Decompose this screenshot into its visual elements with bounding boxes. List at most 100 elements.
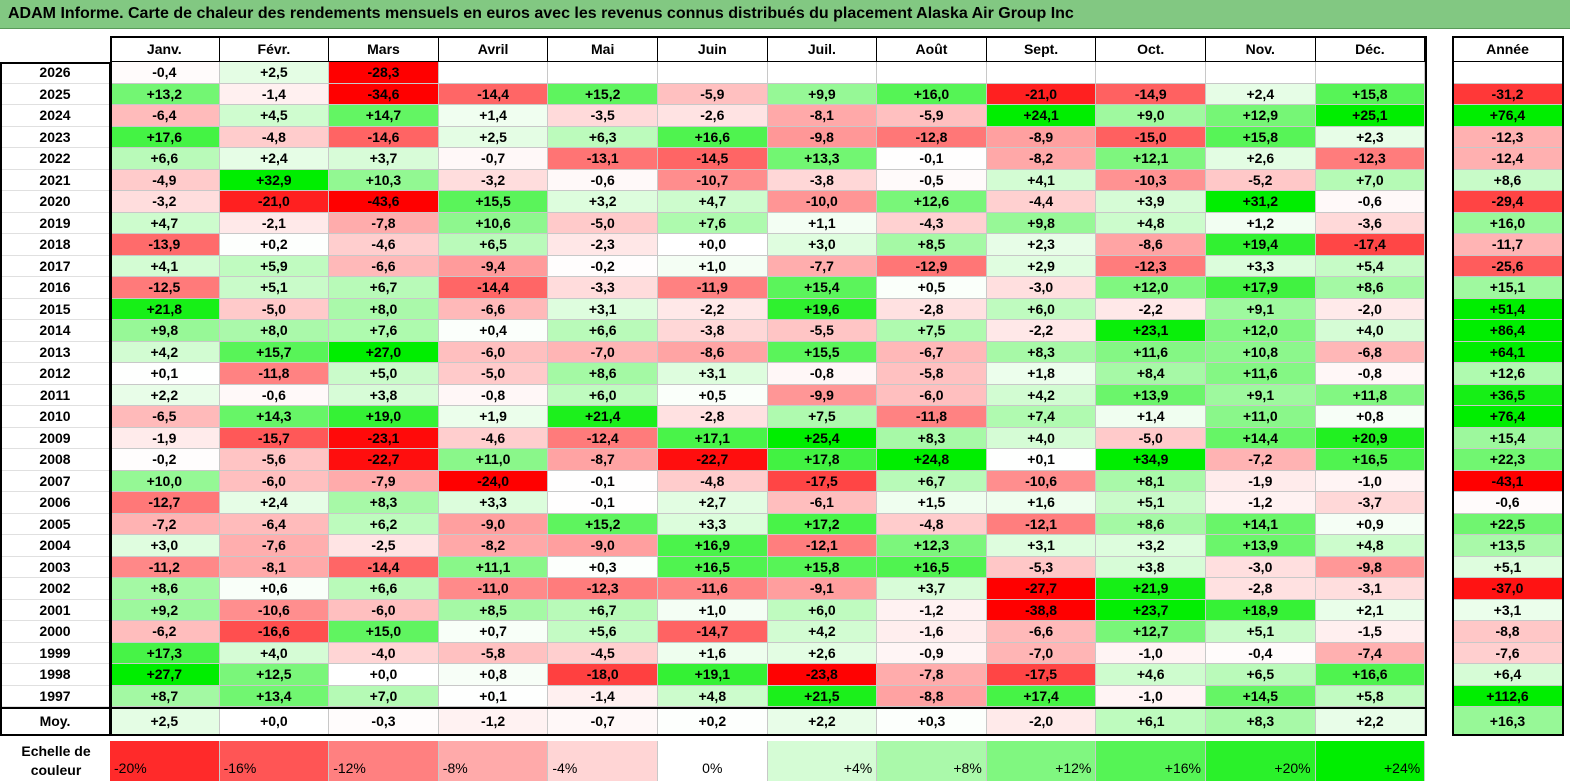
heatmap-cell: -9,8 bbox=[767, 126, 878, 148]
heatmap-cell: +0,6 bbox=[219, 578, 330, 600]
heatmap-cell: -1,0 bbox=[1096, 642, 1206, 664]
heatmap-cell: -6,6 bbox=[329, 255, 439, 277]
heatmap-cell: +14,5 bbox=[1206, 685, 1316, 707]
heatmap-cell: +0,4 bbox=[438, 320, 549, 342]
year-total-cell: -43,1 bbox=[1452, 470, 1564, 492]
heatmap-cell: +13,2 bbox=[110, 83, 220, 105]
heatmap-cell: +2,6 bbox=[1206, 148, 1316, 170]
heatmap-cell: +2,3 bbox=[1315, 126, 1426, 148]
heatmap-cell: +1,0 bbox=[658, 599, 768, 621]
year-total-cell bbox=[1452, 62, 1564, 84]
heatmap-cell: -12,4 bbox=[548, 427, 658, 449]
average-cell: +0,0 bbox=[219, 707, 330, 735]
month-header: Juin bbox=[658, 36, 768, 62]
heatmap-cell bbox=[1096, 62, 1206, 84]
color-scale-stop: -12% bbox=[329, 741, 439, 781]
heatmap-cell: +8,3 bbox=[877, 427, 987, 449]
heatmap-cell: +11,0 bbox=[438, 449, 549, 471]
row-year-label: 2022 bbox=[0, 148, 110, 170]
heatmap-cell: +11,6 bbox=[1206, 363, 1316, 385]
heatmap-cell: -5,9 bbox=[877, 105, 987, 127]
heatmap-cell: -5,0 bbox=[548, 212, 658, 234]
heatmap-cell: +10,0 bbox=[110, 470, 220, 492]
heatmap-cell: -9,0 bbox=[548, 535, 658, 557]
heatmap-cell: +3,3 bbox=[1206, 255, 1316, 277]
color-scale-stop: +20% bbox=[1206, 741, 1316, 781]
year-total-cell: +86,4 bbox=[1452, 320, 1564, 342]
heatmap-cell: -7,2 bbox=[110, 513, 220, 535]
heatmap-cell: -6,4 bbox=[219, 513, 330, 535]
heatmap-cell: -6,8 bbox=[1315, 341, 1426, 363]
heatmap-cell: +7,4 bbox=[986, 406, 1097, 428]
heatmap-cell: +5,1 bbox=[219, 277, 330, 299]
heatmap-cell: +4,2 bbox=[767, 621, 878, 643]
average-cell: -2,0 bbox=[986, 707, 1097, 735]
heatmap-cell: -7,6 bbox=[219, 535, 330, 557]
heatmap-cell: +12,0 bbox=[1096, 277, 1206, 299]
heatmap-cell: +4,5 bbox=[219, 105, 330, 127]
heatmap-cell: -6,5 bbox=[110, 406, 220, 428]
heatmap-cell: +7,6 bbox=[658, 212, 768, 234]
heatmap-cell: -5,6 bbox=[219, 449, 330, 471]
row-year-label: 2013 bbox=[0, 341, 110, 363]
heatmap-cell: +15,2 bbox=[548, 83, 658, 105]
heatmap-cell: +6,0 bbox=[986, 298, 1097, 320]
heatmap-cell: +17,8 bbox=[767, 449, 878, 471]
row-year-label: 1999 bbox=[0, 642, 110, 664]
heatmap-cell: -9,9 bbox=[767, 384, 878, 406]
average-cell: +0,3 bbox=[877, 707, 987, 735]
row-year-label: 2017 bbox=[0, 255, 110, 277]
year-total-cell: +6,4 bbox=[1452, 664, 1564, 686]
month-header: Août bbox=[877, 36, 987, 62]
heatmap-cell: -16,6 bbox=[219, 621, 330, 643]
heatmap-cell: +0,5 bbox=[658, 384, 768, 406]
heatmap-cell: +6,5 bbox=[1206, 664, 1316, 686]
heatmap-cell: -6,6 bbox=[986, 621, 1097, 643]
heatmap-cell: -8,9 bbox=[986, 126, 1097, 148]
heatmap-cell: +19,6 bbox=[767, 298, 878, 320]
heatmap-cell: -0,9 bbox=[877, 642, 987, 664]
average-cell: -0,7 bbox=[548, 707, 658, 735]
heatmap-cell: +4,2 bbox=[110, 341, 220, 363]
heatmap-cell: -17,5 bbox=[767, 470, 878, 492]
heatmap-cell: -6,2 bbox=[110, 621, 220, 643]
heatmap-cell: +2,5 bbox=[219, 62, 330, 84]
heatmap-cell: +6,6 bbox=[110, 148, 220, 170]
year-total-cell: +51,4 bbox=[1452, 298, 1564, 320]
heatmap-cell: -11,8 bbox=[219, 363, 330, 385]
heatmap-cell: +3,0 bbox=[767, 234, 878, 256]
heatmap-cell: +15,5 bbox=[767, 341, 878, 363]
heatmap-cell: +16,9 bbox=[658, 535, 768, 557]
month-header: Févr. bbox=[219, 36, 330, 62]
heatmap-cell: -5,0 bbox=[438, 363, 549, 385]
heatmap-cell: +1,9 bbox=[438, 406, 549, 428]
heatmap-cell: -1,9 bbox=[110, 427, 220, 449]
heatmap-cell: +2,6 bbox=[767, 642, 878, 664]
heatmap-cell: -22,7 bbox=[658, 449, 768, 471]
heatmap-cell bbox=[1315, 62, 1426, 84]
heatmap-cell: -3,8 bbox=[767, 169, 878, 191]
heatmap-cell: -13,9 bbox=[110, 234, 220, 256]
heatmap-cell: -5,5 bbox=[767, 320, 878, 342]
heatmap-cell: +9,1 bbox=[1206, 384, 1316, 406]
heatmap-cell: -14,6 bbox=[329, 126, 439, 148]
month-header: Déc. bbox=[1315, 36, 1426, 62]
heatmap-cell: -12,1 bbox=[767, 535, 878, 557]
year-total-cell: -0,6 bbox=[1452, 492, 1564, 514]
average-cell: +2,2 bbox=[767, 707, 878, 735]
heatmap-cell: -3,1 bbox=[1315, 578, 1426, 600]
heatmap-cell: +3,3 bbox=[438, 492, 549, 514]
heatmap-cell: -7,0 bbox=[548, 341, 658, 363]
heatmap-cell: -21,0 bbox=[219, 191, 330, 213]
heatmap-cell: -24,0 bbox=[438, 470, 549, 492]
heatmap-cell: +2,4 bbox=[219, 148, 330, 170]
heatmap-cell: +13,4 bbox=[219, 685, 330, 707]
heatmap-cell: -0,5 bbox=[877, 169, 987, 191]
heatmap-cell: +15,8 bbox=[767, 556, 878, 578]
row-year-label: 2012 bbox=[0, 363, 110, 385]
heatmap-cell: -6,0 bbox=[219, 470, 330, 492]
heatmap-cell: +32,9 bbox=[219, 169, 330, 191]
heatmap-cell: -2,3 bbox=[548, 234, 658, 256]
heatmap-cell: +17,4 bbox=[986, 685, 1097, 707]
heatmap-cell: -6,7 bbox=[877, 341, 987, 363]
